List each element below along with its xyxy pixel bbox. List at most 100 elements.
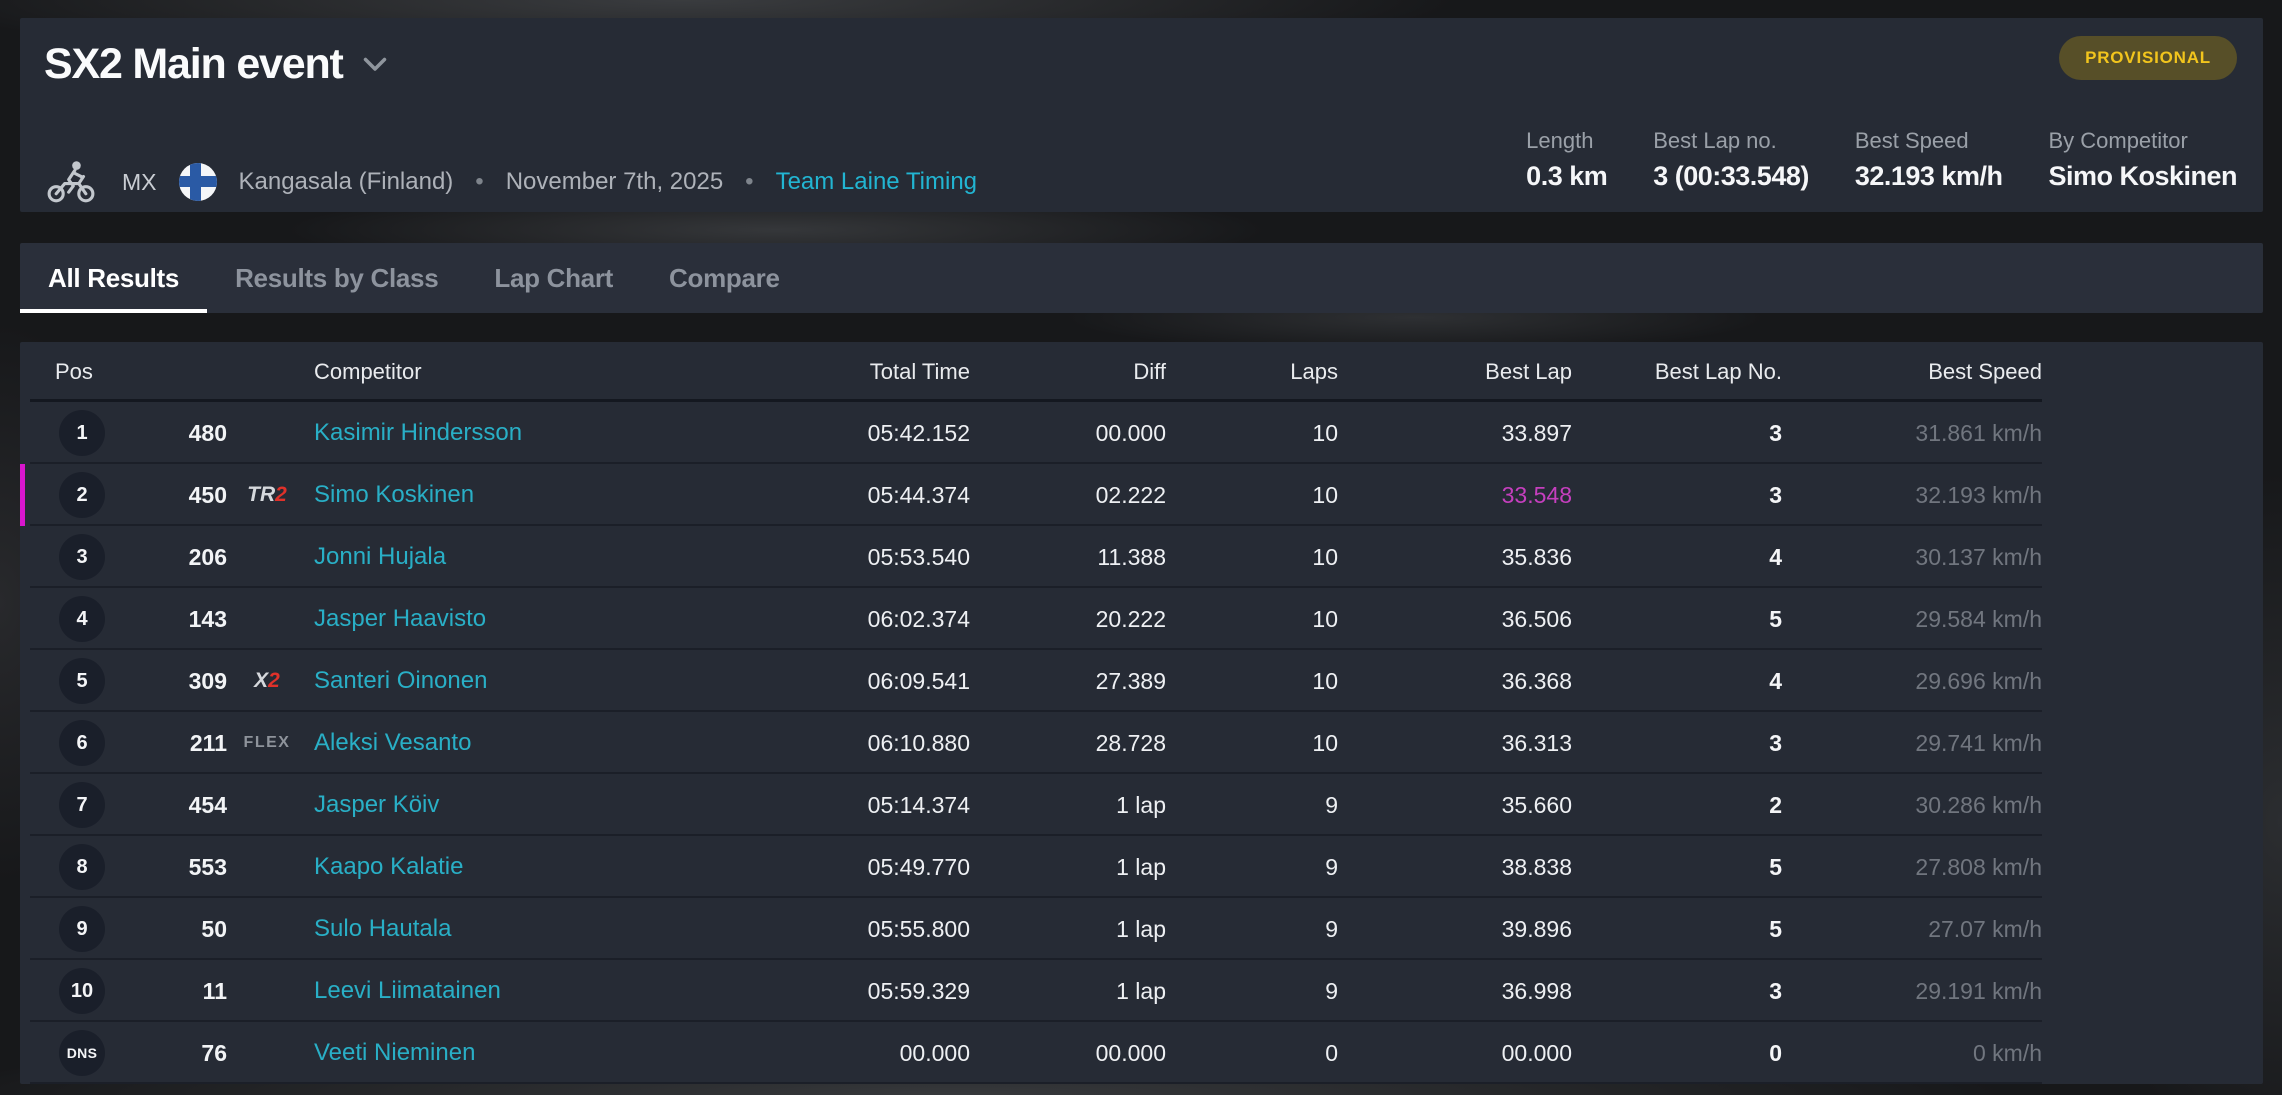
stat-value: Simo Koskinen — [2048, 161, 2237, 191]
finland-flag-icon — [178, 163, 217, 201]
bike-brand-logo: X2 — [254, 669, 280, 692]
best-speed-cell: 29.696 km/h — [1915, 667, 2042, 694]
best-lap-cell: 36.506 — [1501, 605, 1572, 632]
laps-cell: 9 — [1325, 977, 1338, 1004]
results-table-panel: Pos Competitor Total Time Diff Laps Best… — [20, 342, 2263, 1084]
competitor-name-link[interactable]: Simo Koskinen — [314, 481, 475, 508]
competitor-name-link[interactable]: Santeri Oinonen — [314, 667, 488, 694]
tab-all-results[interactable]: All Results — [20, 243, 208, 313]
position-cell: 10 — [20, 968, 132, 1014]
position-badge: 7 — [59, 782, 105, 828]
competitor-number-cell: 143 — [188, 605, 227, 632]
table-row[interactable]: 8 553 Kaapo Kalatie 05:49.770 1 lap 9 38… — [20, 836, 2263, 898]
event-date: November 7th, 2025 — [505, 168, 724, 195]
best-lap-cell: 35.836 — [1501, 543, 1572, 570]
stat-value: 3 (00:33.548) — [1653, 161, 1809, 191]
best-lap-no-cell: 4 — [1769, 543, 1782, 570]
table-row[interactable]: 5 309 X2 Santeri Oinonen 06:09.541 27.38… — [20, 650, 2263, 712]
stat-best-speed: Best Speed 32.193 km/h — [1855, 128, 2003, 192]
competitor-name-link[interactable]: Sulo Hautala — [314, 915, 452, 942]
results-tab-bar: All Results Results by Class Lap Chart C… — [20, 243, 2263, 313]
bike-brand-logo: TR2 — [247, 483, 287, 506]
best-lap-no-cell: 2 — [1769, 791, 1782, 818]
best-lap-cell: 36.313 — [1501, 729, 1572, 756]
best-lap-no-cell: 0 — [1769, 1039, 1782, 1066]
table-row[interactable]: 3 206 Jonni Hujala 05:53.540 11.388 10 3… — [20, 526, 2263, 588]
total-time-cell: 06:02.374 — [867, 605, 970, 632]
event-stats: Length 0.3 km Best Lap no. 3 (00:33.548)… — [1526, 128, 2237, 192]
competitor-name-link[interactable]: Aleksi Vesanto — [314, 729, 472, 756]
table-row[interactable]: DNS 76 Veeti Nieminen 00.000 00.000 0 00… — [20, 1022, 2263, 1084]
competitor-name-link[interactable]: Leevi Liimatainen — [314, 977, 501, 1004]
stat-length: Length 0.3 km — [1526, 128, 1608, 192]
competitor-number-cell: 76 — [201, 1039, 227, 1066]
stat-best-lap-no: Best Lap no. 3 (00:33.548) — [1653, 128, 1809, 192]
best-speed-cell: 27.808 km/h — [1915, 853, 2042, 880]
competitor-name-link[interactable]: Jasper Köiv — [314, 791, 440, 818]
laps-cell: 9 — [1325, 915, 1338, 942]
diff-cell: 27.389 — [1095, 667, 1166, 694]
event-title-dropdown[interactable]: SX2 Main event — [44, 40, 387, 89]
best-speed-cell: 29.584 km/h — [1915, 605, 2042, 632]
competitor-name-link[interactable]: Veeti Nieminen — [314, 1039, 476, 1066]
total-time-cell: 05:42.152 — [867, 419, 970, 446]
event-meta-row: MX Kangasala (Finland) • November 7th, 2… — [46, 160, 977, 204]
best-speed-cell: 30.286 km/h — [1915, 791, 2042, 818]
laps-cell: 10 — [1312, 543, 1338, 570]
competitor-number-cell: 309 — [188, 667, 227, 694]
best-speed-cell: 27.07 km/h — [1928, 915, 2042, 942]
stat-label: By Competitor — [2048, 128, 2188, 153]
tab-compare[interactable]: Compare — [669, 262, 780, 293]
position-cell: DNS — [20, 1030, 132, 1076]
total-time-cell: 05:44.374 — [867, 481, 970, 508]
table-row[interactable]: 10 11 Leevi Liimatainen 05:59.329 1 lap … — [20, 960, 2263, 1022]
position-cell: 3 — [20, 534, 132, 580]
table-row[interactable]: 2 450 TR2 Simo Koskinen 05:44.374 02.222… — [20, 464, 2263, 526]
competitor-number-cell: 480 — [188, 419, 227, 446]
diff-cell: 00.000 — [1095, 1039, 1166, 1066]
tab-results-by-class[interactable]: Results by Class — [235, 262, 439, 293]
table-row[interactable]: 9 50 Sulo Hautala 05:55.800 1 lap 9 39.8… — [20, 898, 2263, 960]
best-lap-cell: 35.660 — [1501, 791, 1572, 818]
column-header-laps: Laps — [1290, 359, 1338, 384]
column-header-diff: Diff — [1133, 359, 1166, 384]
diff-cell: 02.222 — [1095, 481, 1166, 508]
competitor-number-cell: 50 — [201, 915, 227, 942]
position-cell: 6 — [20, 720, 132, 766]
stat-label: Best Speed — [1854, 128, 1969, 153]
table-row[interactable]: 4 143 Jasper Haavisto 06:02.374 20.222 1… — [20, 588, 2263, 650]
total-time-cell: 06:10.880 — [867, 729, 970, 756]
total-time-cell: 05:14.374 — [867, 791, 970, 818]
table-row[interactable]: 6 211 FLEX Aleksi Vesanto 06:10.880 28.7… — [20, 712, 2263, 774]
total-time-cell: 05:55.800 — [867, 915, 970, 942]
separator-bullet: • — [475, 168, 484, 195]
stat-value: 32.193 km/h — [1854, 161, 2003, 191]
competitor-name-link[interactable]: Jasper Haavisto — [314, 605, 487, 632]
total-time-cell: 05:49.770 — [867, 853, 970, 880]
stat-label: Length — [1526, 128, 1594, 153]
bike-brand-logo: FLEX — [243, 734, 291, 751]
timing-provider-link[interactable]: Team Laine Timing — [775, 168, 978, 195]
best-lap-no-cell: 3 — [1769, 977, 1782, 1004]
total-time-cell: 05:59.329 — [867, 977, 970, 1004]
column-header-best-lap-no: Best Lap No. — [1654, 359, 1782, 384]
column-header-pos: Pos — [55, 359, 93, 384]
position-badge: 3 — [59, 534, 105, 580]
competitor-name-link[interactable]: Kaapo Kalatie — [314, 853, 464, 880]
best-lap-cell: 00.000 — [1501, 1039, 1572, 1066]
tab-lap-chart[interactable]: Lap Chart — [494, 262, 614, 293]
column-header-best-speed: Best Speed — [1928, 359, 2042, 384]
position-badge: 2 — [59, 472, 105, 518]
position-cell: 4 — [20, 596, 132, 642]
chevron-down-icon[interactable] — [363, 57, 387, 72]
motocross-rider-icon — [46, 160, 96, 204]
position-badge: 1 — [59, 410, 105, 456]
competitor-name-link[interactable]: Kasimir Hindersson — [314, 419, 523, 446]
best-speed-cell: 29.191 km/h — [1915, 977, 2042, 1004]
table-row[interactable]: 7 454 Jasper Köiv 05:14.374 1 lap 9 35.6… — [20, 774, 2263, 836]
diff-cell: 28.728 — [1095, 729, 1166, 756]
table-row[interactable]: 1 480 Kasimir Hindersson 05:42.152 00.00… — [20, 402, 2263, 464]
competitor-number-cell: 450 — [188, 481, 227, 508]
column-header-competitor: Competitor — [314, 359, 422, 384]
competitor-name-link[interactable]: Jonni Hujala — [314, 543, 447, 570]
